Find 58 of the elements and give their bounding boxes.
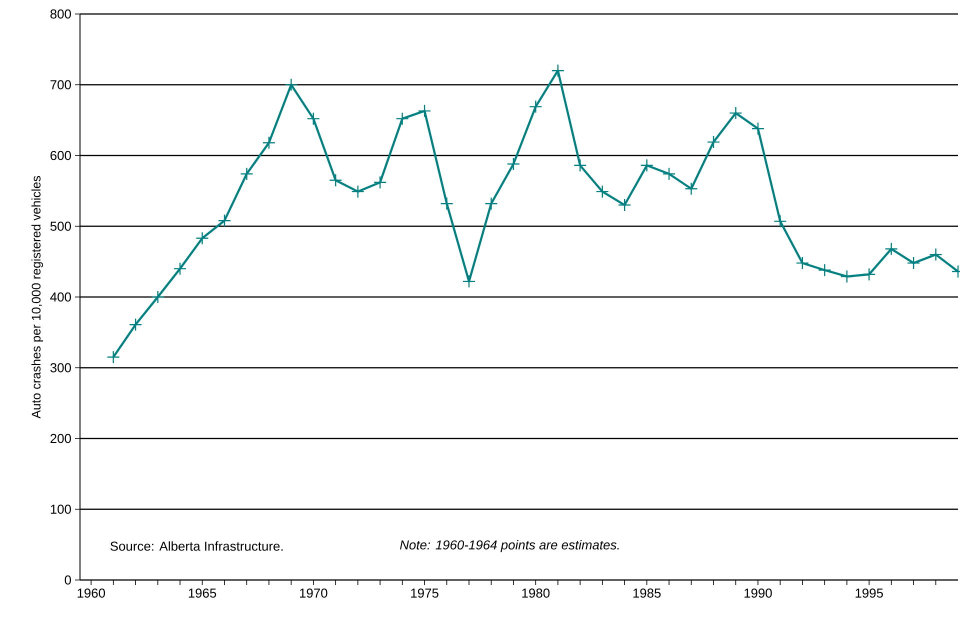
point bbox=[818, 264, 832, 277]
point bbox=[240, 167, 254, 180]
y-tick-label: 700 bbox=[50, 80, 71, 90]
y-tick-label: 300 bbox=[50, 363, 71, 372]
x-tick-label: 1990 bbox=[744, 588, 772, 598]
annotation: Source: Alberta Infrastructure. bbox=[110, 541, 283, 551]
point bbox=[796, 256, 810, 270]
y-tick-label: 600 bbox=[50, 150, 71, 160]
y-tick-label: 800 bbox=[50, 9, 71, 19]
point bbox=[218, 214, 232, 228]
y-tick-label: 100 bbox=[50, 504, 71, 514]
y-axis-title: Auto crashes per 10,000 registered vehicles bbox=[31, 176, 44, 418]
point bbox=[262, 136, 276, 150]
point bbox=[706, 135, 720, 149]
point bbox=[306, 112, 320, 126]
point bbox=[529, 100, 542, 114]
x-tick-label: 1985 bbox=[633, 588, 661, 598]
point bbox=[574, 158, 587, 172]
point bbox=[884, 242, 898, 256]
point bbox=[840, 270, 854, 284]
point bbox=[774, 214, 787, 228]
y-tick-label: 500 bbox=[50, 222, 71, 231]
point bbox=[440, 197, 454, 210]
point bbox=[640, 158, 654, 172]
x-tick-label: 1970 bbox=[300, 588, 328, 598]
point bbox=[462, 274, 476, 288]
point bbox=[618, 198, 632, 212]
x-tick-label: 1980 bbox=[522, 588, 550, 598]
point bbox=[329, 174, 342, 187]
point bbox=[751, 122, 765, 136]
x-tick-label: 1965 bbox=[188, 588, 216, 598]
point bbox=[929, 248, 942, 262]
point bbox=[596, 184, 609, 198]
point bbox=[173, 262, 187, 276]
point bbox=[729, 106, 742, 120]
point bbox=[128, 318, 142, 332]
point bbox=[284, 78, 298, 92]
point bbox=[396, 112, 409, 126]
point bbox=[418, 104, 432, 118]
y-tick-label: 0 bbox=[64, 575, 71, 585]
y-tick-label: 200 bbox=[50, 434, 71, 444]
annotation: Note: 1960-1964 points are estimates. bbox=[400, 540, 619, 552]
x-tick-label: 1995 bbox=[856, 588, 883, 598]
x-tick-label: 1960 bbox=[78, 588, 106, 598]
x-tick-label: 1975 bbox=[411, 588, 438, 598]
point bbox=[151, 290, 164, 304]
y-tick-label: 400 bbox=[50, 292, 71, 302]
point bbox=[196, 232, 209, 245]
point bbox=[551, 64, 565, 78]
point bbox=[862, 268, 876, 281]
point bbox=[484, 197, 498, 210]
point bbox=[373, 176, 387, 189]
point bbox=[684, 182, 698, 196]
point bbox=[106, 350, 120, 364]
point bbox=[506, 157, 520, 171]
point bbox=[351, 184, 364, 198]
point bbox=[906, 256, 920, 270]
point bbox=[662, 167, 676, 180]
